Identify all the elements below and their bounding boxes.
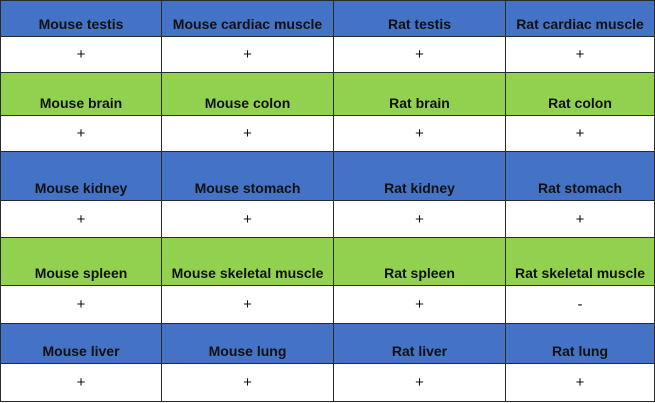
header-cell: Rat lung <box>506 324 655 364</box>
header-cell: Mouse testis <box>0 0 162 37</box>
value-cell: + <box>0 201 162 238</box>
value-cell: - <box>506 286 655 324</box>
value-cell: + <box>506 116 655 152</box>
header-cell: Rat kidney <box>334 152 506 201</box>
header-cell: Mouse kidney <box>0 152 162 201</box>
value-cell: + <box>334 286 506 324</box>
header-cell: Mouse spleen <box>0 238 162 286</box>
header-cell: Rat brain <box>334 73 506 116</box>
header-cell: Rat liver <box>334 324 506 364</box>
value-cell: + <box>0 364 162 402</box>
value-cell: + <box>162 37 334 73</box>
value-cell: + <box>506 37 655 73</box>
header-cell: Rat cardiac muscle <box>506 0 655 37</box>
value-cell: + <box>506 364 655 402</box>
value-cell: + <box>0 286 162 324</box>
header-cell: Rat spleen <box>334 238 506 286</box>
header-cell: Rat stomach <box>506 152 655 201</box>
header-cell: Mouse lung <box>162 324 334 364</box>
value-cell: + <box>0 116 162 152</box>
header-cell: Mouse liver <box>0 324 162 364</box>
header-cell: Mouse stomach <box>162 152 334 201</box>
value-cell: + <box>334 37 506 73</box>
value-cell: + <box>506 201 655 238</box>
value-cell: + <box>162 116 334 152</box>
value-cell: + <box>334 116 506 152</box>
value-cell: + <box>162 286 334 324</box>
header-cell: Mouse cardiac muscle <box>162 0 334 37</box>
header-cell: Mouse colon <box>162 73 334 116</box>
value-cell: + <box>334 364 506 402</box>
header-cell: Mouse skeletal muscle <box>162 238 334 286</box>
header-cell: Rat skeletal muscle <box>506 238 655 286</box>
value-cell: + <box>162 364 334 402</box>
value-cell: + <box>0 37 162 73</box>
value-cell: + <box>334 201 506 238</box>
header-cell: Rat colon <box>506 73 655 116</box>
value-cell: + <box>162 201 334 238</box>
header-cell: Mouse brain <box>0 73 162 116</box>
header-cell: Rat testis <box>334 0 506 37</box>
